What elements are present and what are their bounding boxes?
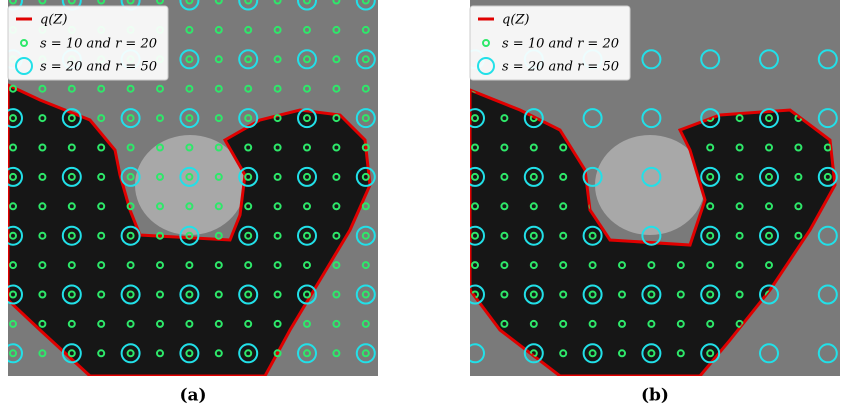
legend: q(Z) s = 10 and r = 20 s = 20 and r = 50	[8, 6, 168, 80]
legend-label: s = 20 and r = 50	[40, 60, 157, 75]
figure: q(Z) s = 10 and r = 20 s = 20 and r = 50…	[0, 0, 841, 418]
legend-label: s = 20 and r = 50	[502, 60, 619, 75]
caption: (a)	[179, 386, 206, 406]
caption: (b)	[641, 386, 669, 406]
legend-label: q(Z)	[502, 13, 530, 28]
legend: q(Z) s = 10 and r = 20 s = 20 and r = 50	[470, 6, 630, 80]
legend-label: q(Z)	[40, 13, 68, 28]
legend-label: s = 10 and r = 20	[40, 37, 157, 52]
legend-label: s = 10 and r = 20	[502, 37, 619, 52]
